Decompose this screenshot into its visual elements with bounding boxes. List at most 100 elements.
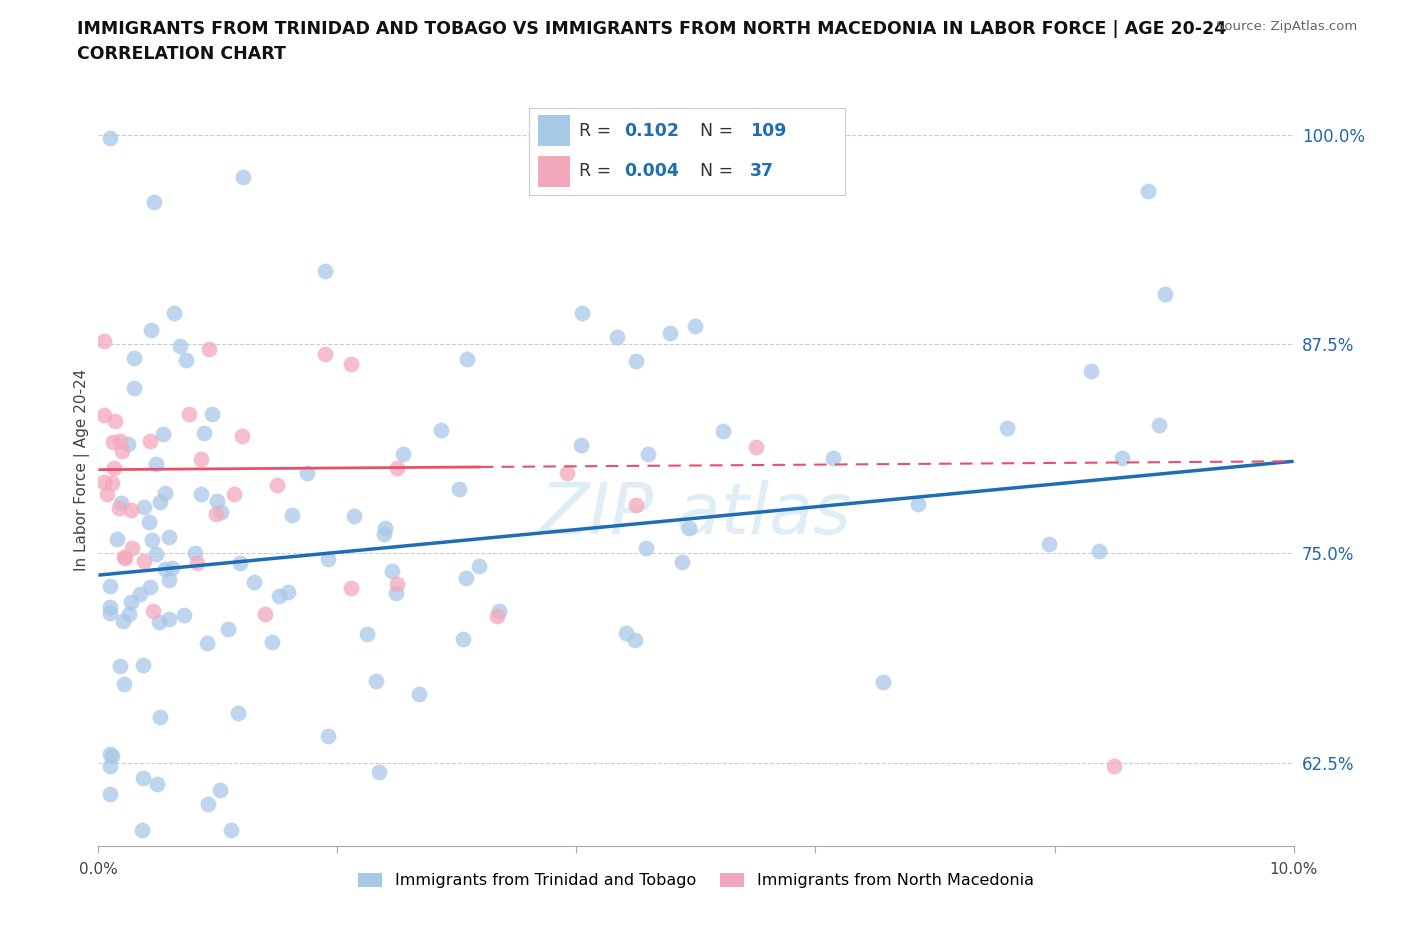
Point (98, 131, 122, 146)
Point (120, 595, 142, 610)
Point (430, 423, 453, 438)
Point (100, 475, 122, 490)
Point (132, 771, 155, 786)
Point (745, 439, 768, 454)
Point (138, 579, 160, 594)
Point (107, 532, 129, 547)
Point (98, 747, 122, 762)
Point (623, 632, 645, 647)
Point (277, 585, 299, 600)
Point (447, 481, 470, 496)
Point (636, 540, 658, 555)
Text: IMMIGRANTS FROM TRINIDAD AND TOBAGO VS IMMIGRANTS FROM NORTH MACEDONIA IN LABOR : IMMIGRANTS FROM TRINIDAD AND TOBAGO VS I… (77, 20, 1226, 38)
Point (174, 352, 197, 367)
Point (112, 677, 135, 692)
Point (1111, 450, 1133, 465)
Point (314, 346, 336, 361)
Point (98, 599, 122, 614)
Point (356, 627, 378, 642)
Point (186, 555, 208, 570)
Point (280, 508, 302, 523)
Point (124, 380, 146, 395)
Point (190, 486, 212, 501)
Point (98, 579, 122, 594)
Point (190, 452, 212, 467)
Point (254, 606, 277, 621)
Point (112, 614, 135, 629)
Point (1136, 184, 1159, 199)
Point (571, 306, 593, 321)
Point (193, 426, 215, 441)
Point (134, 499, 156, 514)
Point (183, 546, 205, 561)
Point (385, 586, 408, 601)
Point (131, 658, 153, 673)
Point (146, 777, 169, 791)
Point (148, 614, 170, 629)
Point (456, 352, 478, 366)
Point (232, 169, 254, 184)
Point (821, 451, 844, 466)
Point (98, 605, 122, 620)
Point (391, 446, 413, 461)
Point (453, 632, 475, 647)
Point (374, 521, 396, 536)
Point (114, 550, 136, 565)
Point (1154, 287, 1177, 302)
Point (110, 658, 132, 673)
Point (228, 706, 250, 721)
Point (381, 564, 404, 578)
Point (162, 561, 184, 576)
Point (205, 494, 228, 509)
Point (626, 498, 648, 512)
Point (229, 556, 252, 571)
Point (145, 547, 167, 562)
Point (614, 626, 637, 641)
Point (101, 749, 124, 764)
Point (138, 433, 160, 448)
Point (117, 437, 139, 452)
Point (157, 529, 180, 544)
Y-axis label: In Labor Force | Age 20-24: In Labor Force | Age 20-24 (75, 368, 90, 571)
Point (198, 341, 221, 356)
Point (93, 334, 115, 349)
Point (120, 502, 142, 517)
Point (98, 787, 122, 802)
Point (134, 553, 156, 568)
Point (340, 581, 363, 596)
Point (104, 414, 127, 429)
Point (626, 353, 648, 368)
Point (1080, 364, 1102, 379)
Point (114, 550, 136, 565)
Point (711, 423, 734, 438)
Point (195, 636, 218, 651)
Point (103, 461, 125, 476)
Point (139, 323, 162, 338)
Point (159, 573, 181, 588)
Point (243, 575, 266, 590)
Point (148, 710, 170, 724)
Point (152, 427, 174, 442)
Point (145, 457, 167, 472)
Point (169, 339, 191, 353)
Point (637, 446, 659, 461)
Point (364, 673, 387, 688)
Legend: Immigrants from Trinidad and Tobago, Immigrants from North Macedonia: Immigrants from Trinidad and Tobago, Imm… (352, 867, 1040, 895)
Point (343, 509, 366, 524)
Point (385, 577, 408, 591)
Point (606, 329, 628, 344)
Point (217, 621, 239, 636)
Point (157, 612, 180, 627)
Point (173, 607, 195, 622)
Point (208, 782, 231, 797)
Point (108, 500, 131, 515)
Point (149, 495, 172, 510)
Point (907, 497, 929, 512)
Point (121, 541, 143, 556)
Point (995, 420, 1018, 435)
Text: Source: ZipAtlas.com: Source: ZipAtlas.com (1216, 20, 1357, 33)
Point (678, 521, 700, 536)
Point (683, 319, 706, 334)
Point (316, 551, 339, 566)
Point (488, 604, 510, 618)
